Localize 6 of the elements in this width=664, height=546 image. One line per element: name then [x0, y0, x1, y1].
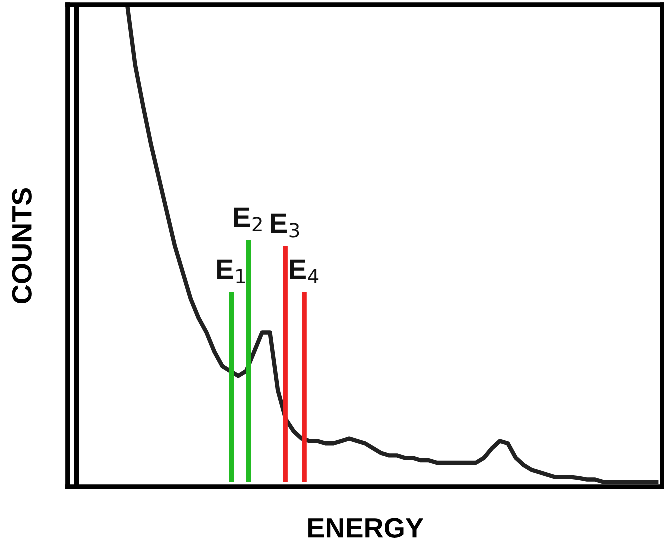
annotation: E$_{1}$	[218, 260, 246, 284]
annotation: E$_{4}$	[290, 260, 319, 284]
annotation: E$_{2}$	[234, 208, 262, 232]
y-axis-title: COUNTS	[12, 188, 32, 304]
x-axis-title: ENERGY	[308, 518, 424, 538]
annotation: E$_{3}$	[271, 214, 300, 238]
